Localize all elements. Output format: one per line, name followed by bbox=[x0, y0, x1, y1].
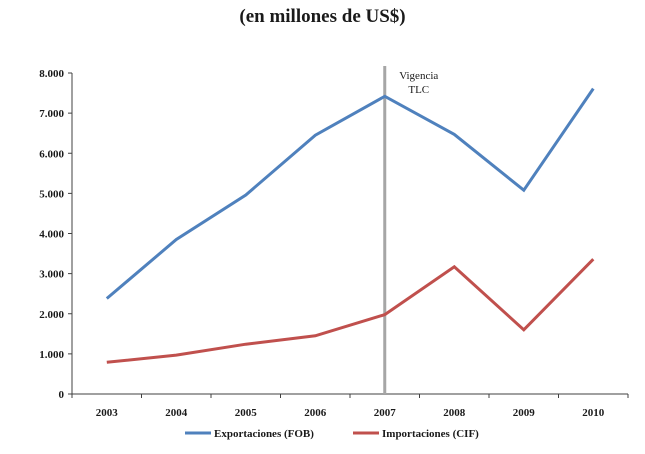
annotation-label: Vigencia bbox=[399, 70, 438, 82]
x-tick-label: 2008 bbox=[443, 407, 466, 419]
chart-title: (en millones de US$) bbox=[239, 6, 406, 27]
series-lines bbox=[105, 87, 595, 364]
annotation-label: TLC bbox=[408, 84, 429, 96]
x-tick-label: 2004 bbox=[165, 407, 188, 419]
y-tick-label: 1.000 bbox=[39, 349, 64, 361]
y-tick-label: 7.000 bbox=[39, 108, 64, 120]
x-tick-label: 2009 bbox=[513, 407, 536, 419]
x-tick-label: 2005 bbox=[235, 407, 258, 419]
series-line-2 bbox=[106, 258, 595, 364]
y-tick-label: 2.000 bbox=[39, 309, 64, 321]
y-tick-label: 6.000 bbox=[39, 148, 64, 160]
x-tick-label: 2003 bbox=[96, 407, 119, 419]
y-tick-label: 0 bbox=[59, 389, 65, 401]
annotation: Vigencia TLC bbox=[383, 66, 438, 394]
x-tick-label: 2007 bbox=[374, 407, 397, 419]
series-line-1 bbox=[105, 87, 595, 300]
y-tick-label: 5.000 bbox=[39, 188, 64, 200]
x-tick-label: 2006 bbox=[304, 407, 327, 419]
legend-label: Importaciones (CIF) bbox=[382, 428, 479, 440]
y-axis-ticks: 0 1.000 2.000 3.000 4.000 5.000 6.000 7.000 8.00… bbox=[39, 68, 72, 401]
y-tick-label: 8.000 bbox=[39, 68, 64, 80]
legend: Exportaciones (FOB) Importaciones (CIF) bbox=[185, 428, 479, 440]
x-axis-ticks: 2003 2004 2005 2006 2007 2008 2009 2010 bbox=[71, 394, 629, 419]
y-tick-label: 4.000 bbox=[39, 229, 64, 241]
axes bbox=[71, 73, 628, 395]
legend-label: Exportaciones (FOB) bbox=[214, 428, 314, 440]
x-tick-label: 2010 bbox=[582, 407, 605, 419]
y-tick-label: 3.000 bbox=[39, 269, 64, 281]
